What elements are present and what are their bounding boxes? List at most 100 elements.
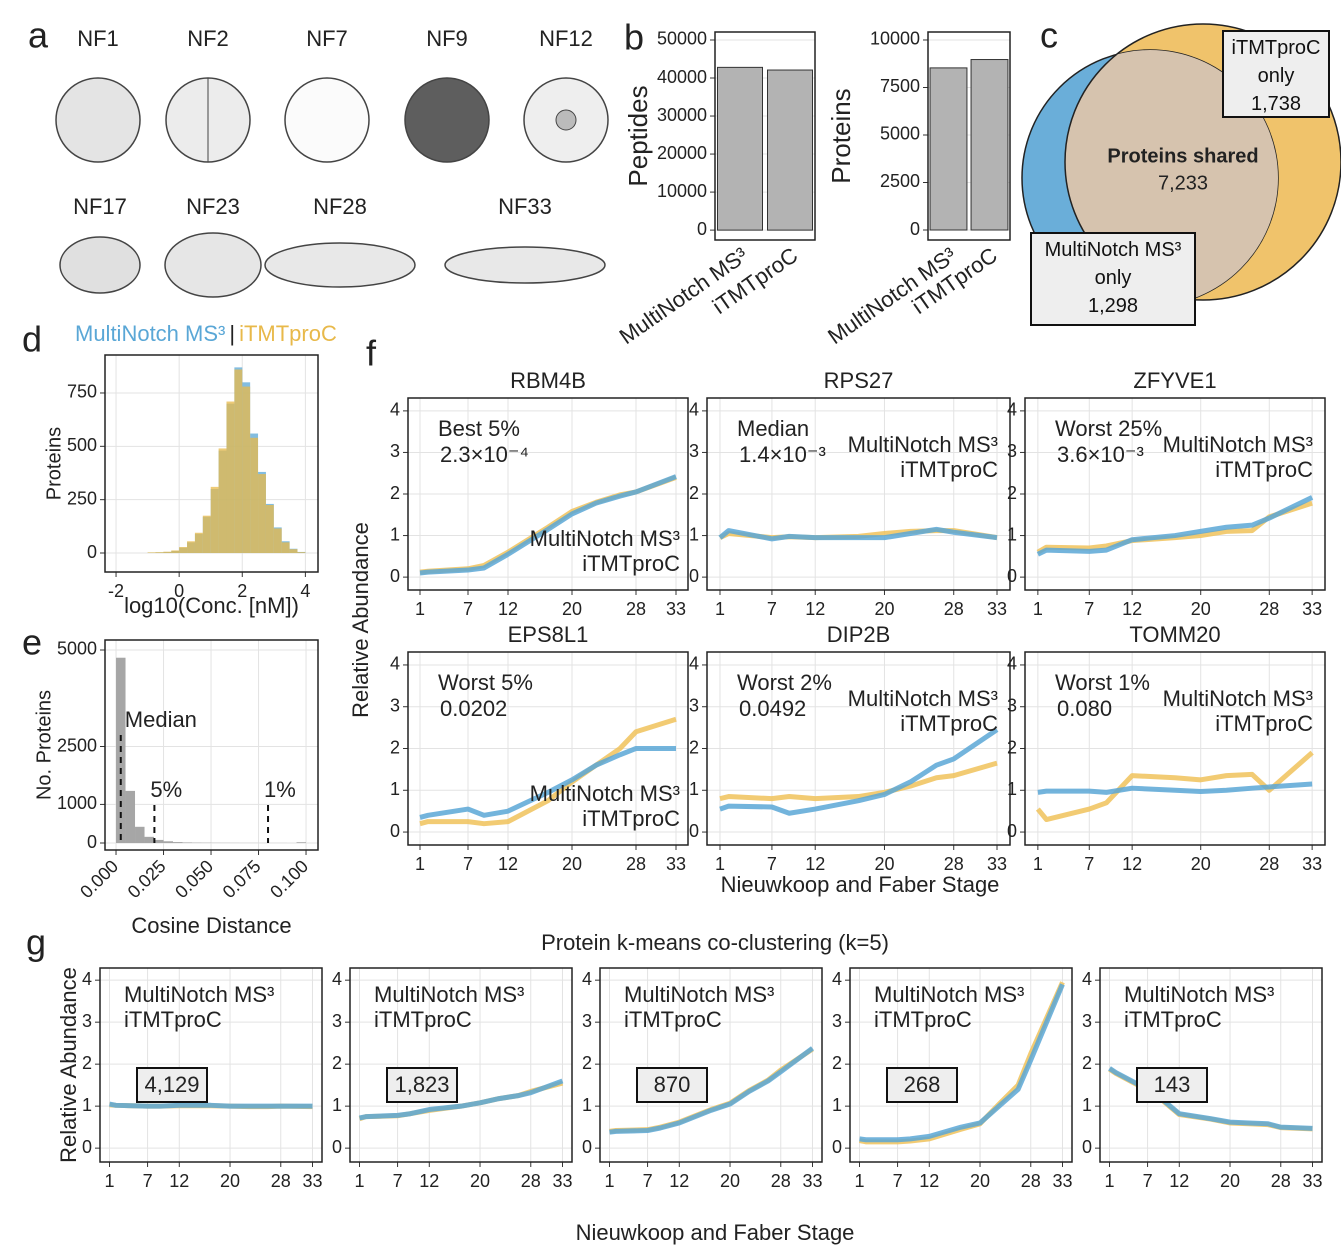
histogram-bar xyxy=(145,837,155,843)
x-tick-label: 33 xyxy=(666,599,686,619)
y-tick-label: 750 xyxy=(67,382,97,402)
x-tick-label: 1 xyxy=(605,1171,615,1191)
x-tick-label: 12 xyxy=(919,1171,939,1191)
legend-entry: iTMTproC xyxy=(582,551,680,576)
x-tick-label: 33 xyxy=(666,854,686,874)
histogram-bar xyxy=(203,516,211,553)
embryo-drawing xyxy=(165,233,261,297)
y-tick-label: 0 xyxy=(1007,566,1017,586)
embryo-drawing xyxy=(56,78,140,162)
marker-label: 1% xyxy=(264,777,296,802)
x-tick-label: 33 xyxy=(1302,599,1322,619)
x-tick-label: 28 xyxy=(1259,599,1279,619)
legend-entry: MultiNotch MS³ xyxy=(75,321,225,346)
y-tick-label: 4 xyxy=(582,969,592,989)
annotation: Worst 2% xyxy=(737,670,832,695)
x-tick-label: 7 xyxy=(463,854,473,874)
annotation: Worst 1% xyxy=(1055,670,1150,695)
y-tick-label: 2 xyxy=(689,483,699,503)
x-tick-label: 0.100 xyxy=(266,856,312,902)
legend-entry: MultiNotch MS³ xyxy=(874,982,1024,1007)
legend-entry: iTMTproC xyxy=(900,711,998,736)
x-tick-label: 28 xyxy=(1021,1171,1041,1191)
x-axis-label: Nieuwkoop and Faber Stage xyxy=(576,1220,855,1245)
y-tick-label: 3 xyxy=(82,1011,92,1031)
y-tick-label: 0 xyxy=(390,821,400,841)
y-tick-label: 2 xyxy=(390,737,400,757)
histogram-bar xyxy=(154,840,164,843)
x-tick-label: 28 xyxy=(626,854,646,874)
bar xyxy=(971,60,1008,230)
x-tick-label: 0.075 xyxy=(219,856,265,902)
y-tick-label: 4 xyxy=(82,969,92,989)
histogram-bar xyxy=(179,547,187,553)
panel-label: a xyxy=(28,15,49,56)
legend-entry: iTMTproC xyxy=(374,1007,472,1032)
histogram-bar xyxy=(187,541,195,553)
y-tick-label: 0 xyxy=(332,1137,342,1157)
x-tick-label: 20 xyxy=(1220,1171,1240,1191)
legend-entry: iTMTproC xyxy=(900,457,998,482)
x-tick-label: 7 xyxy=(643,1171,653,1191)
y-tick-label: 1 xyxy=(390,524,400,544)
y-tick-label: 3 xyxy=(390,441,400,461)
y-tick-label: 4 xyxy=(332,969,342,989)
annotation: 1.4×10⁻³ xyxy=(739,442,826,467)
y-tick-label: 0 xyxy=(582,1137,592,1157)
x-tick-label: 20 xyxy=(470,1171,490,1191)
x-tick-label: 1 xyxy=(715,854,725,874)
y-tick-label: 0 xyxy=(697,219,707,239)
bar xyxy=(930,68,967,230)
y-tick-label: 3 xyxy=(689,695,699,715)
y-tick-label: 2 xyxy=(582,1053,592,1073)
histogram-bar xyxy=(219,448,227,553)
series-line xyxy=(110,1104,313,1106)
x-tick-label: 20 xyxy=(874,599,894,619)
x-tick-label: 1 xyxy=(1033,854,1043,874)
x-tick-label: 1 xyxy=(1033,599,1043,619)
y-tick-label: 3 xyxy=(582,1011,592,1031)
y-tick-label: 0 xyxy=(82,1137,92,1157)
histogram-bar xyxy=(258,474,266,553)
histogram-bar xyxy=(226,402,234,553)
x-tick-label: 7 xyxy=(393,1171,403,1191)
histogram-bar xyxy=(274,528,282,553)
legend-entry: iTMTproC xyxy=(1215,457,1313,482)
x-tick-label: 12 xyxy=(805,599,825,619)
y-tick-label: 10000 xyxy=(657,181,707,201)
y-tick-label: 0 xyxy=(87,542,97,562)
venn-value: 1,738 xyxy=(1224,90,1328,118)
y-tick-label: 3 xyxy=(832,1011,842,1031)
annotation: 0.0492 xyxy=(739,696,806,721)
legend-entry: MultiNotch MS³ xyxy=(1124,982,1274,1007)
y-tick-label: 1 xyxy=(1007,524,1017,544)
x-tick-label: 33 xyxy=(552,1171,572,1191)
y-tick-label: 10000 xyxy=(870,29,920,49)
y-tick-label: 2500 xyxy=(880,171,920,191)
annotation: Best 5% xyxy=(438,416,520,441)
x-tick-label: 7 xyxy=(1084,599,1094,619)
histogram-bar xyxy=(135,827,145,843)
chart-title: RPS27 xyxy=(824,368,894,393)
x-tick-label: 20 xyxy=(562,599,582,619)
x-axis-label: Cosine Distance xyxy=(131,913,291,938)
histogram-bar xyxy=(163,552,171,553)
embryo-detail xyxy=(556,110,576,130)
y-axis-label: Peptides xyxy=(623,85,653,186)
x-tick-label: -2 xyxy=(108,581,124,601)
chart-title: RBM4B xyxy=(510,368,586,393)
legend: MultiNotch MS³|iTMTproC xyxy=(75,321,337,346)
y-tick-label: 1 xyxy=(1082,1095,1092,1115)
stage-label: NF23 xyxy=(186,194,240,219)
venn-label: Proteins shared xyxy=(1107,145,1258,167)
y-tick-label: 0 xyxy=(1007,821,1017,841)
y-tick-label: 3 xyxy=(1007,441,1017,461)
embryo-drawing xyxy=(265,243,415,287)
histogram-bar xyxy=(266,505,274,553)
legend-entry: iTMTproC xyxy=(1215,711,1313,736)
x-tick-label: 12 xyxy=(1122,599,1142,619)
y-tick-label: 3 xyxy=(1007,695,1017,715)
stage-label: NF12 xyxy=(539,26,593,51)
x-axis-label: Nieuwkoop and Faber Stage xyxy=(721,872,1000,897)
y-tick-label: 20000 xyxy=(657,143,707,163)
